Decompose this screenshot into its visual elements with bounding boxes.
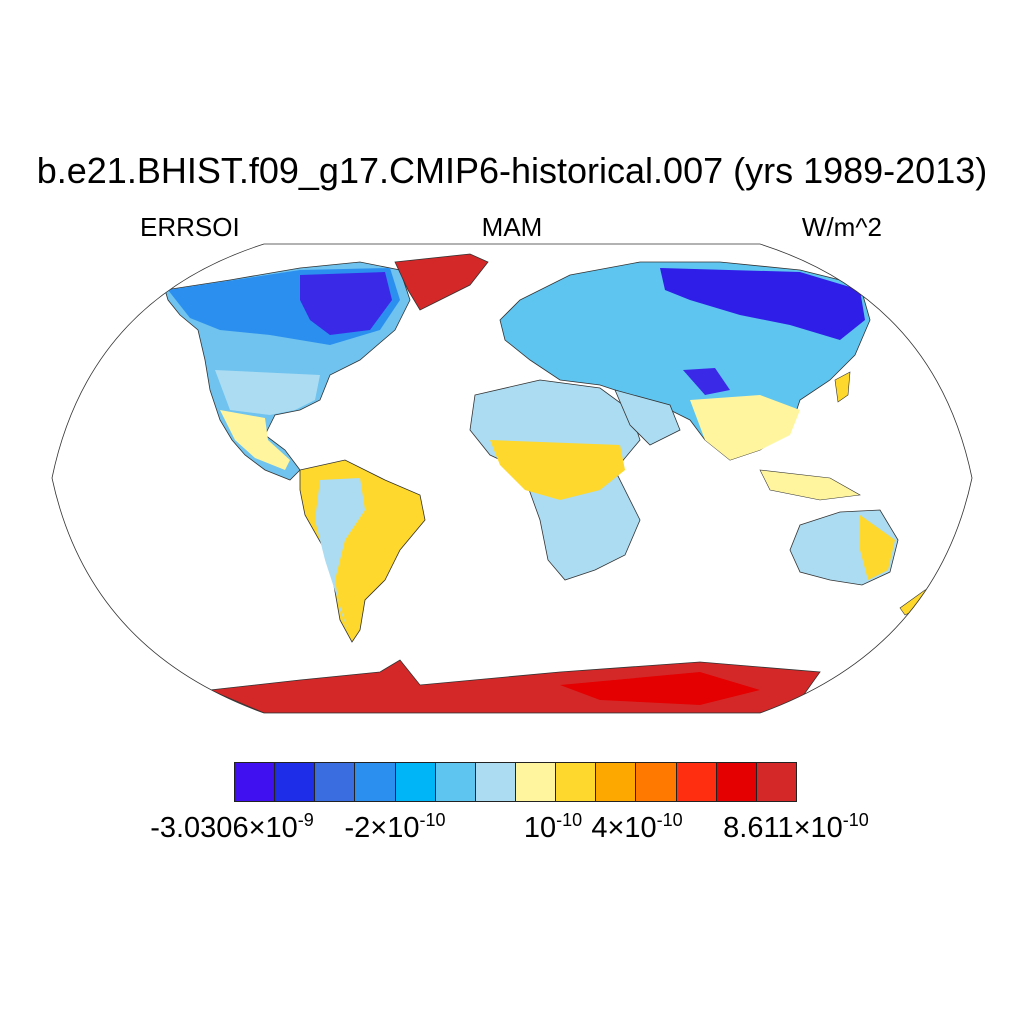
mexico	[220, 410, 290, 470]
colorbar-box-6	[474, 762, 516, 802]
colorbar-box-13	[755, 762, 797, 802]
us-south-band	[215, 370, 320, 415]
greenland	[394, 253, 489, 311]
colorbar-tick-label: -3.0306×10-9	[150, 810, 314, 844]
variable-label: ERRSOI	[140, 212, 240, 242]
colorbar-box-4	[394, 762, 436, 802]
south-america-interior	[315, 478, 365, 630]
canada-core	[300, 272, 392, 335]
arabia	[614, 389, 681, 446]
colorbar-tick-label: 8.611×10-10	[723, 810, 869, 844]
plot-title: b.e21.BHIST.f09_g17.CMIP6-historical.007…	[36, 150, 988, 191]
indonesia	[759, 469, 861, 501]
colorbar-box-3	[354, 762, 396, 802]
colorbar-box-10	[635, 762, 677, 802]
colorbar	[234, 762, 797, 802]
season-label: MAM	[481, 212, 543, 242]
colorbar-tick-label: -2×10-10	[344, 810, 446, 844]
tibet-cold	[683, 368, 730, 395]
japan	[834, 371, 851, 403]
map-outline	[51, 243, 973, 714]
africa-central-band	[490, 440, 625, 500]
south-asia	[690, 395, 800, 460]
colorbar-box-9	[595, 762, 637, 802]
australia-east	[860, 515, 895, 580]
colorbar-box-11	[675, 762, 717, 802]
colorbar-box-1	[274, 762, 316, 802]
colorbar-box-12	[715, 762, 757, 802]
colorbar-box-2	[314, 762, 356, 802]
south-america-landmass	[299, 459, 426, 643]
colorbar-box-7	[514, 762, 557, 802]
colorbar-box-0	[234, 762, 276, 802]
colorbar-box-5	[434, 762, 476, 802]
siberia-core	[660, 268, 865, 340]
colorbar-tick-label: 4×10-10	[591, 810, 683, 844]
antarctica-core	[560, 672, 760, 705]
colorbar-tick-label: 10-10	[523, 810, 583, 844]
colorbar-box-8	[555, 762, 597, 802]
units-label: W/m^2	[801, 212, 882, 242]
